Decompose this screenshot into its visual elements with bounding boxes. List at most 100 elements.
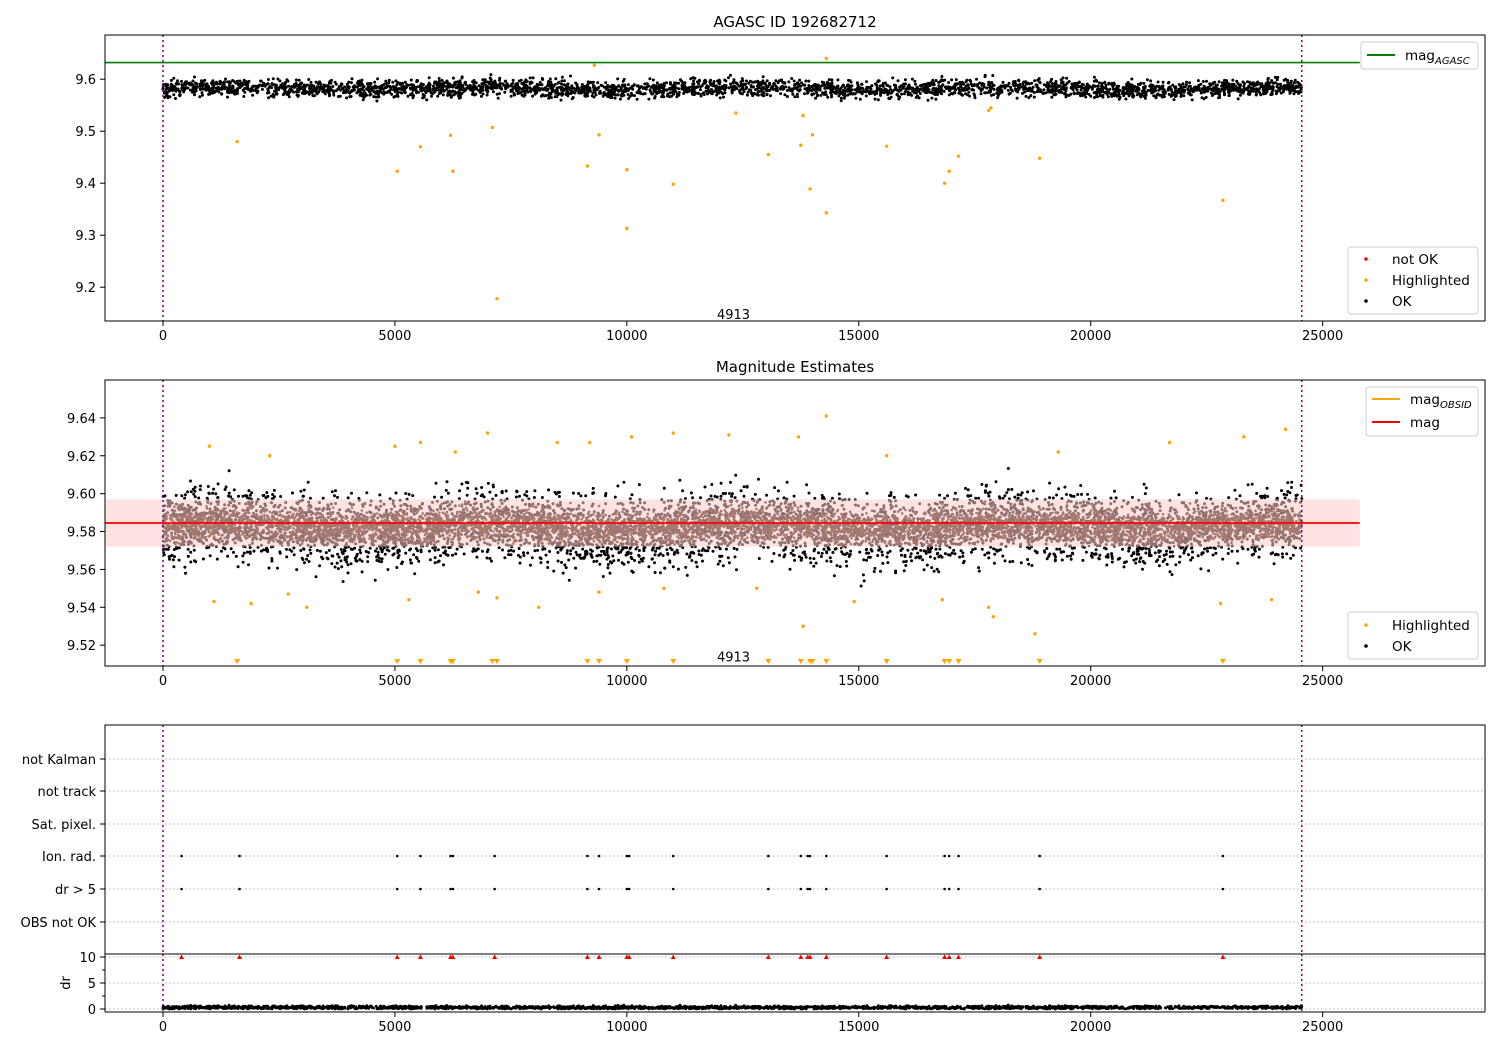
ok-point (1230, 82, 1234, 86)
ok-point (876, 98, 880, 102)
ok-point (341, 86, 345, 90)
ok-point (246, 85, 250, 89)
ok-point (560, 75, 564, 79)
ok-point (1257, 90, 1261, 94)
ok-point (1238, 93, 1242, 97)
ok-point (307, 78, 311, 81)
ok-point (1143, 96, 1147, 100)
ok-point (362, 85, 366, 89)
ok-point (817, 88, 821, 92)
ok-point (372, 95, 376, 99)
ok-point (916, 551, 920, 555)
ok-point (990, 81, 993, 85)
ok-point (562, 79, 566, 83)
ok-point (947, 81, 951, 84)
ok-point (1240, 89, 1244, 93)
ok-point (1006, 467, 1010, 470)
ok-point (212, 81, 216, 85)
ok-point (1010, 88, 1013, 92)
ok-point (384, 91, 388, 95)
ok-point (793, 95, 797, 99)
ok-point (339, 82, 343, 86)
ok-point (1276, 75, 1280, 79)
ok-point (209, 91, 213, 95)
ok-point (362, 95, 366, 99)
highlighted-point (625, 167, 629, 172)
ok-point (491, 90, 495, 94)
ok-point (1156, 80, 1160, 84)
ok-point (367, 551, 371, 554)
ok-point (312, 88, 316, 92)
ok-point (647, 97, 651, 101)
ok-point (178, 94, 182, 98)
ok-point (1278, 82, 1282, 86)
ok-point (932, 83, 936, 87)
ok-point (849, 88, 853, 92)
ok-point (582, 84, 586, 88)
ok-point (191, 79, 195, 83)
ok-point (458, 91, 461, 95)
ok-point (411, 88, 415, 92)
ok-point (1293, 78, 1297, 82)
ok-point (987, 556, 991, 560)
ok-point (934, 97, 938, 101)
ok-point (437, 92, 441, 96)
ok-point (403, 80, 407, 84)
ok-point (1153, 85, 1157, 89)
ok-point (745, 93, 749, 97)
highlighted-point (989, 106, 993, 110)
ok-point (453, 83, 457, 87)
ok-point (787, 86, 791, 90)
ok-point (1270, 79, 1274, 82)
ok-point (431, 92, 435, 96)
ok-point (295, 568, 299, 572)
ok-point (1060, 87, 1064, 91)
ok-point (430, 94, 433, 98)
ok-point (247, 489, 251, 493)
ok-point (575, 87, 578, 91)
ok-point (189, 479, 192, 483)
ok-point (1084, 85, 1088, 89)
ok-point (633, 94, 637, 98)
ok-point (676, 567, 680, 571)
ok-point (779, 78, 783, 82)
ok-point (975, 77, 978, 81)
ok-point (878, 84, 882, 88)
ok-point (473, 87, 477, 91)
ok-point (403, 91, 407, 95)
agasc-x-tick-label: 25000 (1302, 329, 1343, 344)
agasc-x-tick-label: 20000 (1070, 329, 1111, 344)
ok-point (660, 95, 664, 99)
ok-point (1132, 86, 1136, 90)
ok-point (519, 78, 523, 82)
ok-point (1045, 557, 1049, 561)
ok-point (368, 89, 372, 92)
ok-point (401, 81, 405, 85)
ok-point (394, 94, 397, 98)
ok-point (1114, 87, 1118, 91)
ok-point (1024, 94, 1028, 98)
ok-point (595, 559, 599, 563)
ok-point (243, 90, 247, 94)
ok-point (889, 491, 893, 495)
ok-point (665, 81, 668, 85)
ok-point (334, 82, 338, 86)
ok-point (516, 91, 520, 95)
ok-point (565, 549, 569, 553)
ok-point (245, 550, 249, 554)
ok-point (1089, 94, 1093, 98)
ok-point (1054, 87, 1058, 91)
ok-point (968, 78, 972, 82)
ok-point (647, 84, 651, 88)
ok-point (1092, 75, 1096, 79)
ok-point (804, 555, 808, 559)
ok-point (1207, 87, 1211, 91)
ok-point (391, 80, 395, 84)
ok-point (854, 96, 858, 100)
ok-point (1107, 81, 1111, 85)
ok-point (341, 580, 345, 583)
ok-point (337, 86, 341, 90)
ok-point (821, 91, 825, 95)
ok-point (277, 88, 281, 92)
ok-point (785, 89, 789, 92)
